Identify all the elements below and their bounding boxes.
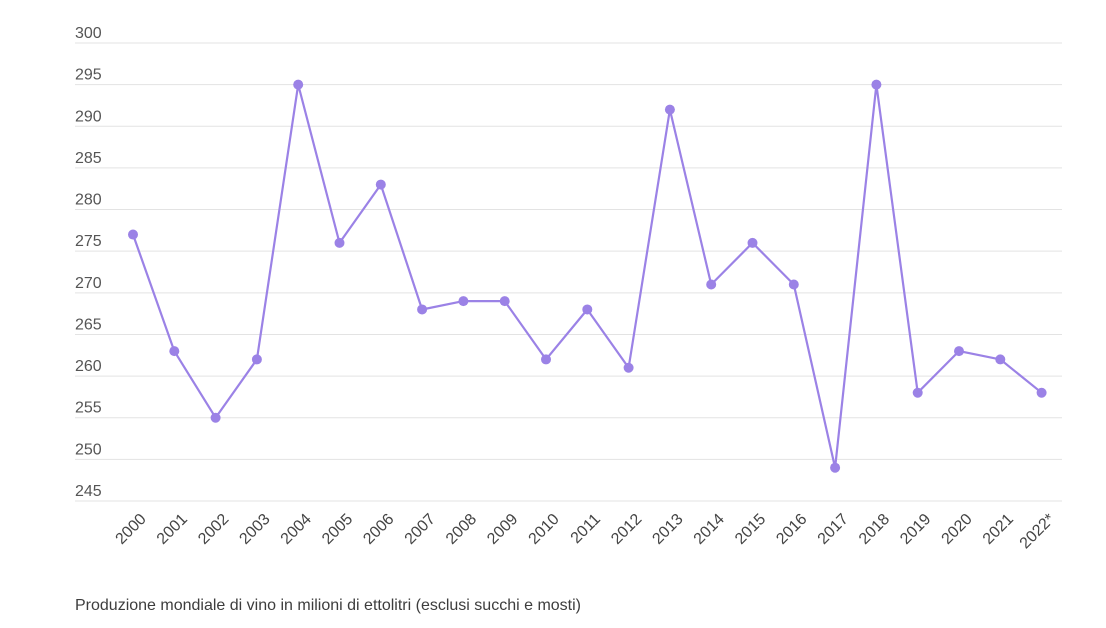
line-chart: 245 250 255 260 265 270 275 280 285 290 295 300 200… xyxy=(75,25,1062,553)
x-tick-label: 2010 xyxy=(526,511,563,548)
x-tick-label: 2002 xyxy=(195,511,232,548)
data-point-2000[interactable] xyxy=(128,229,138,240)
series-line xyxy=(131,83,1043,469)
x-tick-label: 2015 xyxy=(732,511,769,548)
x-tick-label: 2014 xyxy=(691,511,728,548)
data-point-2013[interactable] xyxy=(664,104,675,115)
data-point-2022*[interactable] xyxy=(1036,387,1047,398)
data-point-2017[interactable] xyxy=(830,462,841,473)
y-tick-label: 300 xyxy=(75,25,102,42)
x-tick-label: 2017 xyxy=(815,511,852,548)
x-tick-label: 2022* xyxy=(1017,511,1059,553)
x-tick-label: 2000 xyxy=(113,511,150,548)
x-axis-ticks: 2000 2001 2002 2003 2004 2005 2006 2007 2008 2009… xyxy=(113,511,1059,553)
x-tick-label: 2018 xyxy=(856,511,893,548)
data-point-2012[interactable] xyxy=(623,362,634,373)
x-tick-label: 2001 xyxy=(154,511,191,548)
data-point-2006[interactable] xyxy=(375,179,386,190)
x-tick-label: 2005 xyxy=(319,511,356,548)
x-tick-label: 2016 xyxy=(773,511,810,548)
x-tick-label: 2019 xyxy=(897,511,934,548)
x-tick-label: 2008 xyxy=(443,511,480,548)
y-tick-label: 290 xyxy=(75,108,102,125)
x-tick-label: 2011 xyxy=(568,511,604,547)
x-tick-label: 2020 xyxy=(939,511,976,548)
y-tick-label: 255 xyxy=(75,400,102,417)
y-tick-label: 265 xyxy=(75,316,102,333)
x-tick-label: 2013 xyxy=(649,511,686,548)
data-point-2010[interactable] xyxy=(541,354,551,365)
y-tick-label: 280 xyxy=(75,192,102,209)
data-point-2005[interactable] xyxy=(334,237,345,248)
data-point-2015[interactable] xyxy=(747,237,758,248)
data-point-2019[interactable] xyxy=(912,387,923,398)
data-point-2004[interactable] xyxy=(293,79,304,90)
data-point-2016[interactable] xyxy=(788,279,799,290)
gridlines xyxy=(75,42,1062,502)
y-tick-label: 245 xyxy=(75,483,102,500)
y-tick-label: 285 xyxy=(75,150,102,167)
data-point-2002[interactable] xyxy=(210,412,221,423)
x-tick-label: 2003 xyxy=(236,511,273,548)
data-point-2008[interactable] xyxy=(458,296,469,307)
data-point-2014[interactable] xyxy=(706,279,717,290)
data-points xyxy=(128,79,1047,473)
series-line-group xyxy=(131,83,1043,469)
data-point-2011[interactable] xyxy=(582,304,593,315)
data-point-2003[interactable] xyxy=(251,354,262,365)
data-point-2020[interactable] xyxy=(954,346,964,357)
y-tick-label: 260 xyxy=(75,358,102,375)
y-axis-ticks: 245 250 255 260 265 270 275 280 285 290 295 300 xyxy=(75,25,102,500)
data-point-2007[interactable] xyxy=(417,304,428,315)
x-tick-label: 2004 xyxy=(278,511,315,548)
data-point-2018[interactable] xyxy=(871,79,882,90)
x-tick-label: 2012 xyxy=(608,511,645,548)
chart-caption: Produzione mondiale di vino in milioni d… xyxy=(75,597,581,614)
x-tick-label: 2006 xyxy=(360,511,397,548)
x-tick-label: 2007 xyxy=(402,511,439,548)
x-tick-label: 2009 xyxy=(484,511,521,548)
data-point-2001[interactable] xyxy=(169,346,180,357)
data-point-2009[interactable] xyxy=(499,296,510,307)
y-tick-label: 270 xyxy=(75,275,102,292)
y-tick-label: 250 xyxy=(75,441,102,458)
y-tick-label: 275 xyxy=(75,233,102,250)
y-tick-label: 295 xyxy=(75,67,102,84)
data-point-2021[interactable] xyxy=(995,354,1006,365)
x-tick-label: 2021 xyxy=(980,511,1017,548)
